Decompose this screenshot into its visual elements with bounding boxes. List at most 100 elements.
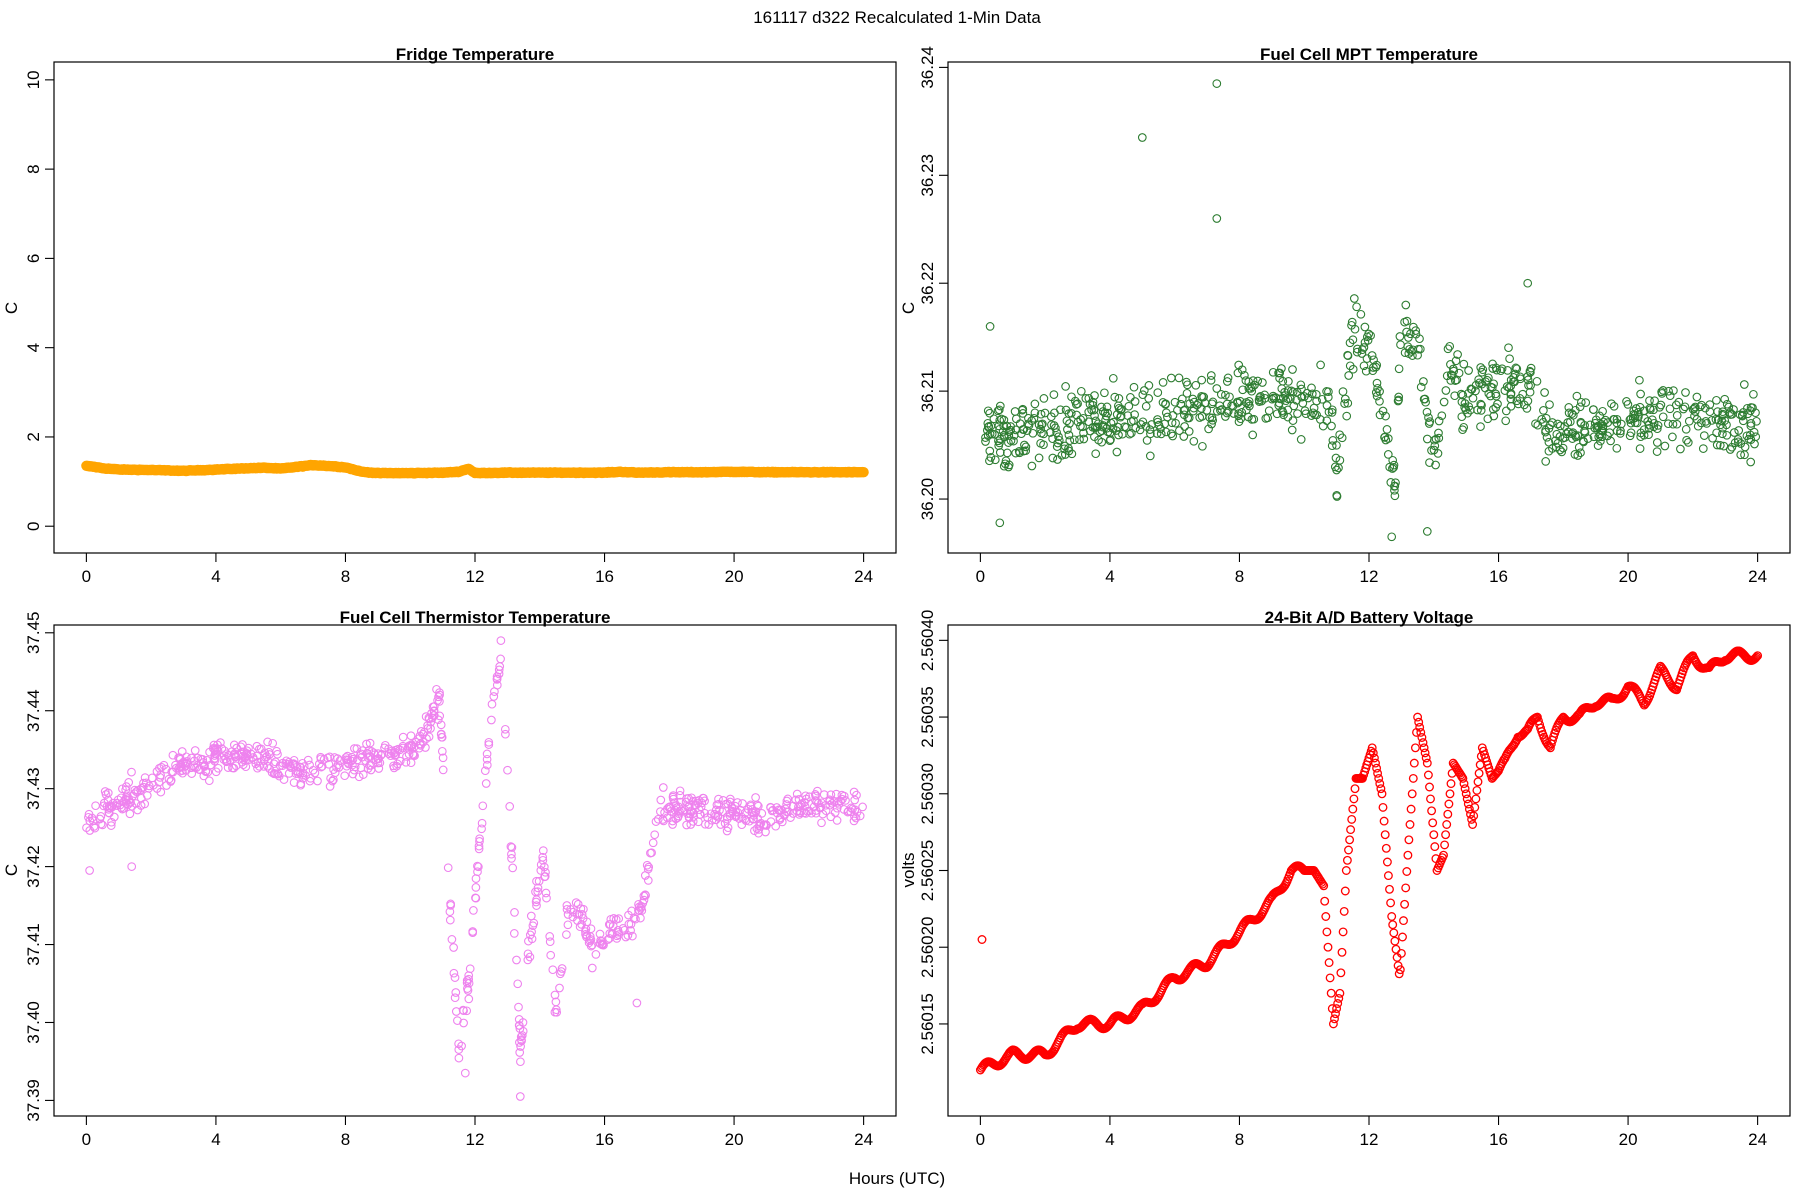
data-point bbox=[122, 793, 131, 803]
y-tick-label: 2.56015 bbox=[918, 993, 937, 1054]
data-point bbox=[118, 784, 127, 794]
data-point bbox=[1469, 811, 1479, 821]
data-point bbox=[527, 934, 537, 944]
data-point bbox=[540, 872, 550, 881]
data-point bbox=[1318, 879, 1328, 889]
data-point bbox=[1332, 440, 1341, 450]
data-point bbox=[1309, 403, 1319, 413]
data-point bbox=[1482, 375, 1492, 385]
data-point bbox=[1448, 364, 1458, 374]
data-point bbox=[1330, 1014, 1339, 1024]
data-point bbox=[1575, 402, 1585, 412]
data-point bbox=[1713, 407, 1723, 416]
y-axis-label: volts bbox=[899, 853, 918, 888]
data-point bbox=[794, 802, 803, 812]
data-point bbox=[1141, 401, 1151, 411]
data-point bbox=[1450, 391, 1460, 401]
data-point bbox=[1573, 431, 1583, 440]
data-point bbox=[994, 405, 1004, 415]
data-point bbox=[1112, 447, 1122, 457]
data-point bbox=[1563, 427, 1573, 437]
data-point bbox=[819, 790, 829, 799]
x-tick-label: 24 bbox=[854, 1130, 873, 1149]
data-point bbox=[1679, 404, 1688, 414]
data-point bbox=[265, 764, 274, 773]
data-point bbox=[437, 746, 447, 756]
data-point bbox=[1160, 419, 1170, 429]
data-point bbox=[1745, 430, 1755, 440]
data-point bbox=[1019, 425, 1029, 434]
data-point bbox=[484, 737, 494, 747]
data-point bbox=[285, 761, 295, 771]
data-point bbox=[534, 876, 544, 886]
data-point bbox=[1235, 396, 1245, 406]
data-point bbox=[1580, 426, 1589, 436]
data-point bbox=[496, 636, 506, 645]
data-point bbox=[734, 814, 744, 823]
data-point bbox=[1669, 386, 1678, 395]
data-point bbox=[1671, 400, 1681, 410]
data-point bbox=[269, 759, 279, 769]
data-point bbox=[434, 692, 443, 702]
data-point bbox=[95, 814, 105, 824]
data-point bbox=[1018, 409, 1028, 418]
data-point bbox=[423, 724, 433, 733]
data-point bbox=[1427, 806, 1437, 816]
data-point bbox=[563, 910, 573, 919]
data-point bbox=[325, 752, 335, 762]
axis-ticks: 0 4 8 12 16 20 24 2.56015 2.56020 2.56025 2.56030 2… bbox=[918, 610, 1767, 1149]
data-point bbox=[1268, 367, 1278, 377]
data-point bbox=[454, 1045, 464, 1054]
data-point bbox=[1062, 416, 1072, 426]
data-point bbox=[513, 979, 523, 989]
data-point bbox=[1655, 402, 1664, 412]
data-point bbox=[1048, 434, 1057, 444]
data-point bbox=[562, 930, 571, 939]
data-point bbox=[577, 910, 587, 919]
data-point bbox=[720, 818, 730, 828]
data-point bbox=[1166, 429, 1176, 439]
x-tick-label: 4 bbox=[1105, 1130, 1114, 1149]
data-point bbox=[1322, 927, 1332, 937]
data-point bbox=[1715, 440, 1725, 450]
data-point bbox=[136, 793, 146, 803]
data-point bbox=[1457, 412, 1467, 422]
data-point bbox=[244, 755, 254, 764]
data-point bbox=[1429, 830, 1439, 840]
y-tick-label: 37.41 bbox=[24, 923, 43, 966]
data-point bbox=[1206, 371, 1216, 380]
data-point bbox=[127, 862, 137, 871]
data-point bbox=[1615, 429, 1625, 438]
data-point bbox=[1212, 214, 1222, 223]
data-point bbox=[771, 821, 781, 831]
data-point bbox=[389, 749, 399, 758]
data-point bbox=[1419, 743, 1429, 753]
data-point bbox=[316, 752, 325, 762]
data-point bbox=[438, 753, 448, 763]
data-point bbox=[796, 800, 806, 809]
data-point bbox=[462, 976, 472, 985]
data-point bbox=[671, 801, 681, 810]
data-point bbox=[462, 1006, 472, 1016]
data-point bbox=[858, 802, 867, 812]
data-point bbox=[1434, 428, 1443, 438]
data-point bbox=[1588, 405, 1598, 414]
x-tick-label: 8 bbox=[341, 1130, 350, 1149]
data-point bbox=[1625, 431, 1635, 441]
data-point bbox=[484, 740, 494, 749]
data-point bbox=[1264, 406, 1274, 416]
data-point bbox=[999, 461, 1009, 471]
y-tick-label: 36.23 bbox=[918, 154, 937, 197]
data-point bbox=[804, 792, 814, 802]
data-point bbox=[317, 761, 327, 771]
data-point bbox=[348, 760, 357, 770]
data-point bbox=[401, 757, 411, 767]
data-point bbox=[1177, 394, 1187, 404]
data-point bbox=[1368, 366, 1378, 376]
data-point bbox=[130, 789, 139, 798]
data-point bbox=[1503, 366, 1512, 375]
data-point bbox=[1345, 338, 1355, 348]
data-point bbox=[985, 446, 995, 456]
data-point bbox=[1419, 394, 1429, 404]
data-point bbox=[1202, 405, 1212, 415]
